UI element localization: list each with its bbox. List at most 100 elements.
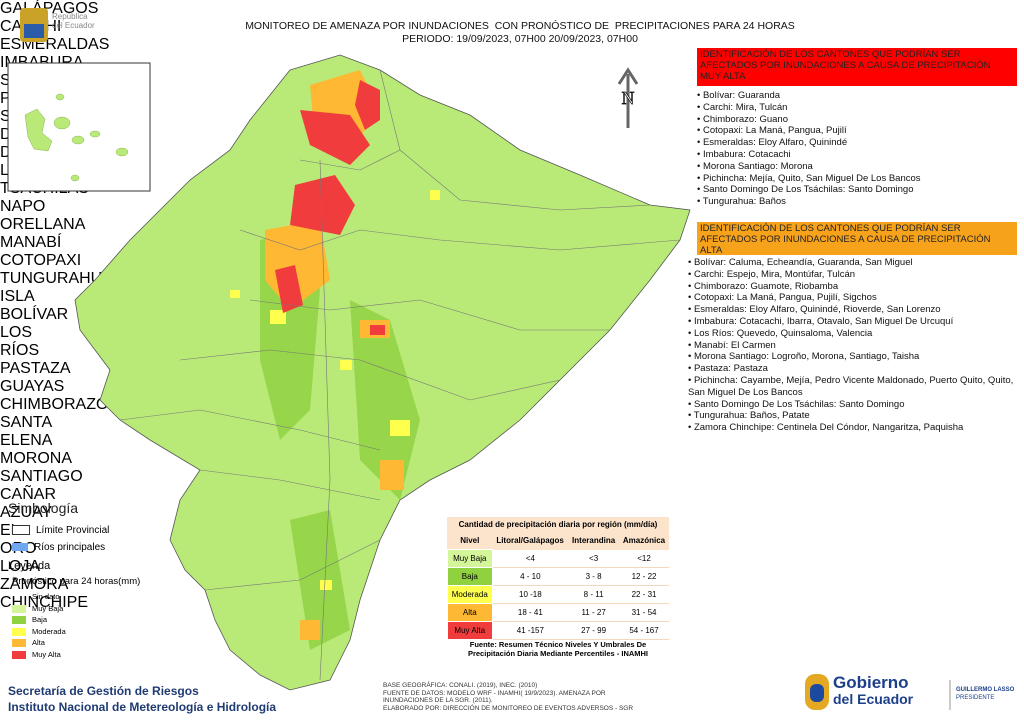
canton-item: Tungurahua: Baños, Patate xyxy=(688,410,1018,422)
canton-item: Carchi: Mira, Tulcán xyxy=(697,102,1017,114)
legend-class: Alta xyxy=(12,637,66,649)
very-high-zone xyxy=(275,80,385,335)
swatch xyxy=(12,525,30,536)
legend-class-text: Baja xyxy=(32,615,48,625)
coat-of-arms xyxy=(24,24,44,38)
legend-text: Límite Provincial xyxy=(36,525,110,536)
agency: Secretaría de Gestión de Riesgos xyxy=(8,684,199,698)
canton-item: Chimborazo: Guano xyxy=(697,114,1017,126)
canton-item: Imbabura: Cotacachi xyxy=(697,149,1017,161)
table-cell: 54 - 167 xyxy=(619,621,669,640)
table-cell: Alta xyxy=(447,603,493,622)
logo-line: República xyxy=(52,12,88,21)
table-row: Muy Baja <4 <3 <12 xyxy=(447,549,669,568)
legend-symbols: Límite Provincial Ríos principales xyxy=(12,522,109,556)
agency: Instituto Nacional de Metereología e Hid… xyxy=(8,700,277,714)
table-row: Moderada 10 -18 8 - 11 22 - 31 xyxy=(447,585,669,604)
period: PERIODO: 19/09/2023, 07H00 20/09/2023, 0… xyxy=(402,33,638,45)
header-cell: Interandina xyxy=(572,536,616,546)
legend-class: Moderada xyxy=(12,626,66,638)
table-title: Cantidad de precipitación diaria por reg… xyxy=(458,520,658,529)
table-cell: Muy Alta xyxy=(447,621,493,640)
threshold-table-box: Cantidad de precipitación diaria por reg… xyxy=(447,517,669,640)
canton-item: Pichincha: Mejía, Quito, San Miguel De L… xyxy=(697,173,1017,185)
north-label: N xyxy=(622,88,635,108)
table-cell: 4 - 10 xyxy=(492,567,569,586)
table-cell: 8 - 11 xyxy=(568,585,620,604)
canton-item: Santo Domingo De Los Tsáchilas: Santo Do… xyxy=(688,399,1018,411)
table-row: Baja 4 - 10 3 - 8 12 - 22 xyxy=(447,567,669,586)
forecast-title: Pronóstico para 24 horas(mm) xyxy=(12,576,141,587)
north-arrow-head xyxy=(617,67,639,85)
table-cell: Muy Baja xyxy=(447,549,493,568)
canton-item: Chimborazo: Guamote, Riobamba xyxy=(688,281,1018,293)
table-cell: <3 xyxy=(568,549,620,568)
table-cell: 12 - 22 xyxy=(619,567,669,586)
table-cell: Baja xyxy=(447,567,493,586)
header-cell: Amazónica xyxy=(622,536,666,546)
table-row: Muy Alta 41 -157 27 - 99 54 - 167 xyxy=(447,621,669,640)
legend-class: Muy Baja xyxy=(12,603,66,615)
header-cell: Nivel xyxy=(460,536,480,545)
table-cell: <12 xyxy=(619,549,669,568)
canton-item: Pastaza: Pastaza xyxy=(688,363,1018,375)
province-label: LOS RÍOS xyxy=(0,324,40,359)
canton-item: Cotopaxi: La Maná, Pangua, Pujilí xyxy=(697,125,1017,137)
legend-class: Sin dato xyxy=(12,591,66,603)
canton-item: Los Ríos: Quevedo, Quinsaloma, Valencia xyxy=(688,328,1018,340)
canton-item: Bolívar: Caluma, Echeandía, Guaranda, Sa… xyxy=(688,257,1018,269)
table-cell: 22 - 31 xyxy=(619,585,669,604)
gov-logo: Gobierno del Ecuador xyxy=(833,674,913,708)
high-title: IDENTIFICACIÓN DE LOS CANTONES QUE PODRÍ… xyxy=(697,222,1017,256)
country-logo-text: República del Ecuador xyxy=(52,12,95,30)
canton-item: Tungurahua: Baños xyxy=(697,196,1017,208)
credit: FUENTE DE DATOS: MODELO WRF - INAMHI( 19… xyxy=(383,689,606,705)
agencies: Secretaría de Gestión de Riesgos Institu… xyxy=(8,683,276,715)
canton-item: Imbabura: Cotacachi, Ibarra, Otavalo, Sa… xyxy=(688,316,1018,328)
swatch xyxy=(12,604,26,613)
credit: ELABORADO POR: DIRECCIÓN DE MONITOREO DE… xyxy=(383,704,634,712)
gov-logo-mark xyxy=(810,684,824,702)
moderate-zone xyxy=(230,190,440,590)
swatch xyxy=(12,616,26,625)
legend-class-text: Sin dato xyxy=(32,592,60,601)
high-list: Bolívar: Caluma, Echeandía, Guaranda, Sa… xyxy=(688,257,1018,434)
table-cell: 11 - 27 xyxy=(568,603,620,622)
legend-class-text: Muy Alta xyxy=(32,649,61,659)
table-row: Alta 18 - 41 11 - 27 31 - 54 xyxy=(447,603,669,622)
provincial-boundaries xyxy=(119,69,681,681)
table-cell: 41 -157 xyxy=(492,621,569,640)
gov-logo-line: del Ecuador xyxy=(833,691,914,707)
credits: BASE GEOGRÁFICA: CONALI. (2019), INEC. (… xyxy=(383,682,643,712)
very-high-list: Bolívar: GuarandaCarchi: Mira, TulcánChi… xyxy=(697,90,1017,208)
president-name: GUILLERMO LASSO xyxy=(956,687,1015,693)
gov-logo-line: Gobierno xyxy=(833,673,909,692)
legend-class-text: Moderada xyxy=(32,626,66,636)
canton-item: Morona Santiago: Logroño, Morona, Santia… xyxy=(688,351,1018,363)
table-cell: <4 xyxy=(492,549,569,568)
very-high-title: IDENTIFICACIÓN DE LOS CANTONES QUE PODRÍ… xyxy=(697,48,1017,86)
canton-item: Cotopaxi: La Maná, Pangua, Pujilí, Sigch… xyxy=(688,292,1018,304)
legend-class-text: Alta xyxy=(32,638,45,648)
table-cell: 27 - 99 xyxy=(568,621,620,640)
legend-title: Simbología xyxy=(8,500,79,516)
legend-classes: Sin dato Muy Baja Baja Moderada Alta Muy Alta xyxy=(12,591,66,661)
legend-item: Ríos principales xyxy=(12,539,109,556)
table-header: Nivel Litoral/Galápagos Interandina Amazóni… xyxy=(447,532,669,550)
canton-item: Morona Santiago: Morona xyxy=(697,161,1017,173)
legend-subtitle: Leyenda xyxy=(8,560,51,572)
legend-text: Ríos principales xyxy=(34,542,106,553)
canton-item: Pichincha: Cayambe, Mejía, Pedro Vicente… xyxy=(688,375,1018,399)
swatch xyxy=(12,627,26,636)
table-cell: 3 - 8 xyxy=(568,567,620,586)
galapagos-islands xyxy=(24,93,129,182)
canton-item: Esmeraldas: Eloy Alfaro, Quinindé xyxy=(697,137,1017,149)
logo-line: del Ecuador xyxy=(52,21,95,30)
header-cell: Litoral/Galápagos xyxy=(496,536,564,546)
legend-class: Baja xyxy=(12,614,66,626)
title: MONITOREO DE AMENAZA POR INUNDACIONES CO… xyxy=(245,20,795,32)
canton-item: Manabí: El Carmen xyxy=(688,340,1018,352)
threshold-table: Nivel Litoral/Galápagos Interandina Amazóni… xyxy=(447,532,669,640)
